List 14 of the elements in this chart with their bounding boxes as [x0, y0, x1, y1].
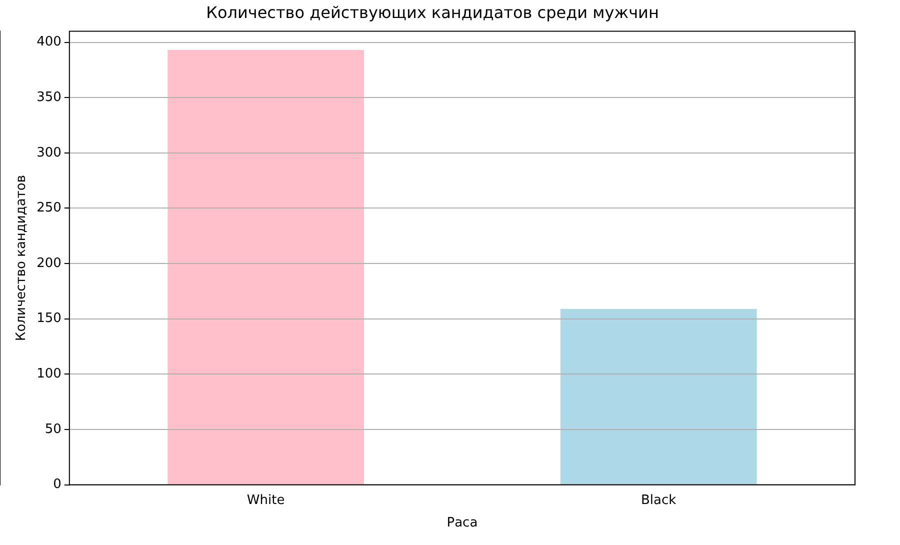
y-axis-title: Количество кандидатов [14, 175, 30, 341]
y-tick-label: 150 [36, 311, 62, 326]
y-tick-label: 350 [36, 90, 62, 105]
y-tick-label: 50 [44, 422, 62, 437]
y-tick-label: 200 [36, 256, 62, 271]
x-tick-label: White [246, 492, 285, 508]
chart-title: Количество действующих кандидатов среди мужчин [206, 2, 659, 22]
y-tick-label: 100 [36, 366, 62, 382]
y-tick-label: 300 [36, 145, 62, 160]
y-tick-label: 400 [36, 34, 62, 50]
y-tick-label: 250 [36, 200, 62, 216]
x-tick-label: Black [641, 492, 677, 508]
x-axis-title: Раса [446, 516, 478, 531]
y-tick-label: 0 [53, 477, 62, 492]
